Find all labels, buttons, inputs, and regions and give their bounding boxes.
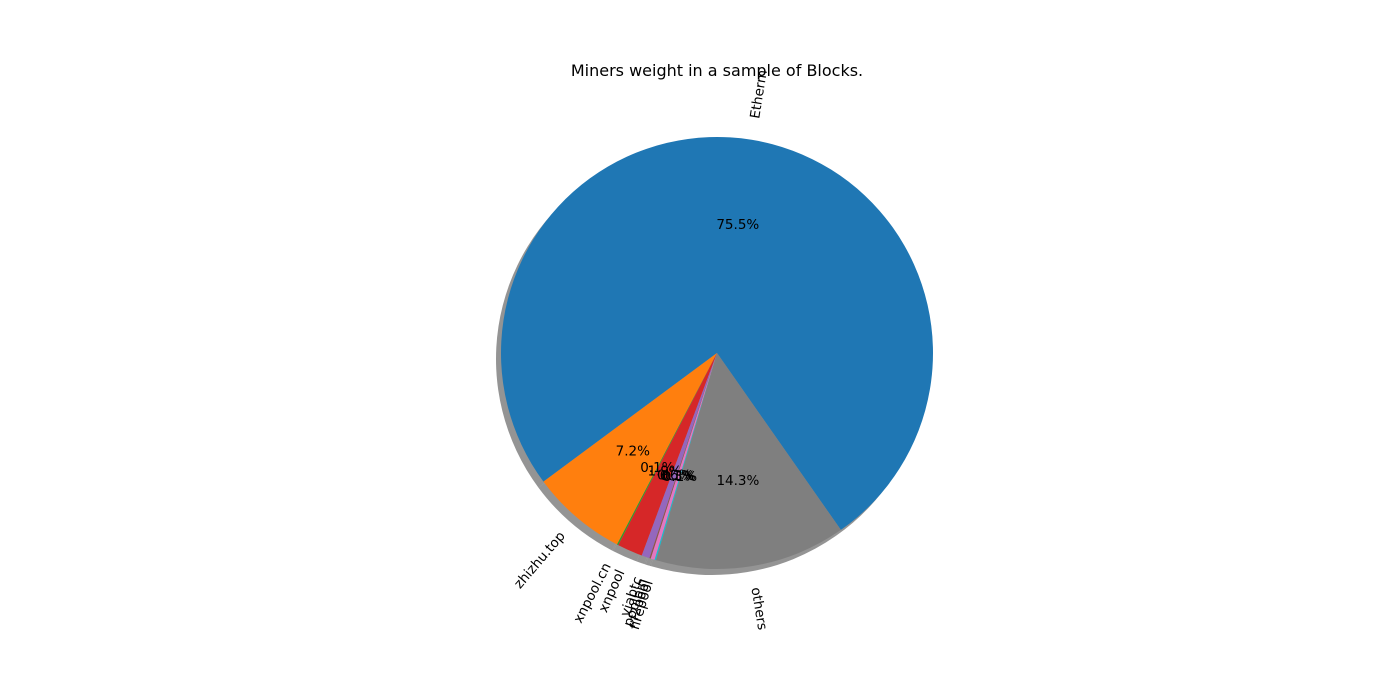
chart-title: Miners weight in a sample of Blocks. [571,61,863,80]
slice-percent-etherm: 75.5% [716,217,759,233]
slice-label-etherm: Etherm [747,69,771,120]
pie-slice-xnpool [618,353,717,556]
slice-percent-zhizhu-top: 7.2% [616,444,650,460]
pie-slice-f2pool [650,353,717,560]
slice-label-zhizhu-top: zhizhu.top [511,528,569,592]
pie-slice-firepool [654,353,717,561]
slice-percent-others: 14.3% [716,473,759,489]
slice-percent-firepool: 0.1% [663,469,697,485]
pie-slice-others [655,353,841,569]
pie-slices [501,137,934,569]
slice-percent-viabtc: 0.6% [657,467,691,483]
slice-percent-xnpool: 1.9% [648,464,682,480]
pie-slice-etherm [501,137,934,530]
pie-slice-zhizhu-top [543,353,717,545]
slice-percent-poolbin: 0.1% [660,468,694,484]
slice-percent-f2pool: 0.3% [661,469,695,485]
slice-percent-xnpool-cn: 0.1% [640,460,674,476]
pie-percent-labels: 75.5%7.2%0.1%1.9%0.6%0.1%0.3%0.1% 14.3% [616,217,760,489]
pie-slice-poolbin [649,353,717,559]
pie-slice-viabtc [641,353,717,559]
pie-slice-xnpool-cn [617,353,717,546]
slice-label-others: others [747,586,770,631]
